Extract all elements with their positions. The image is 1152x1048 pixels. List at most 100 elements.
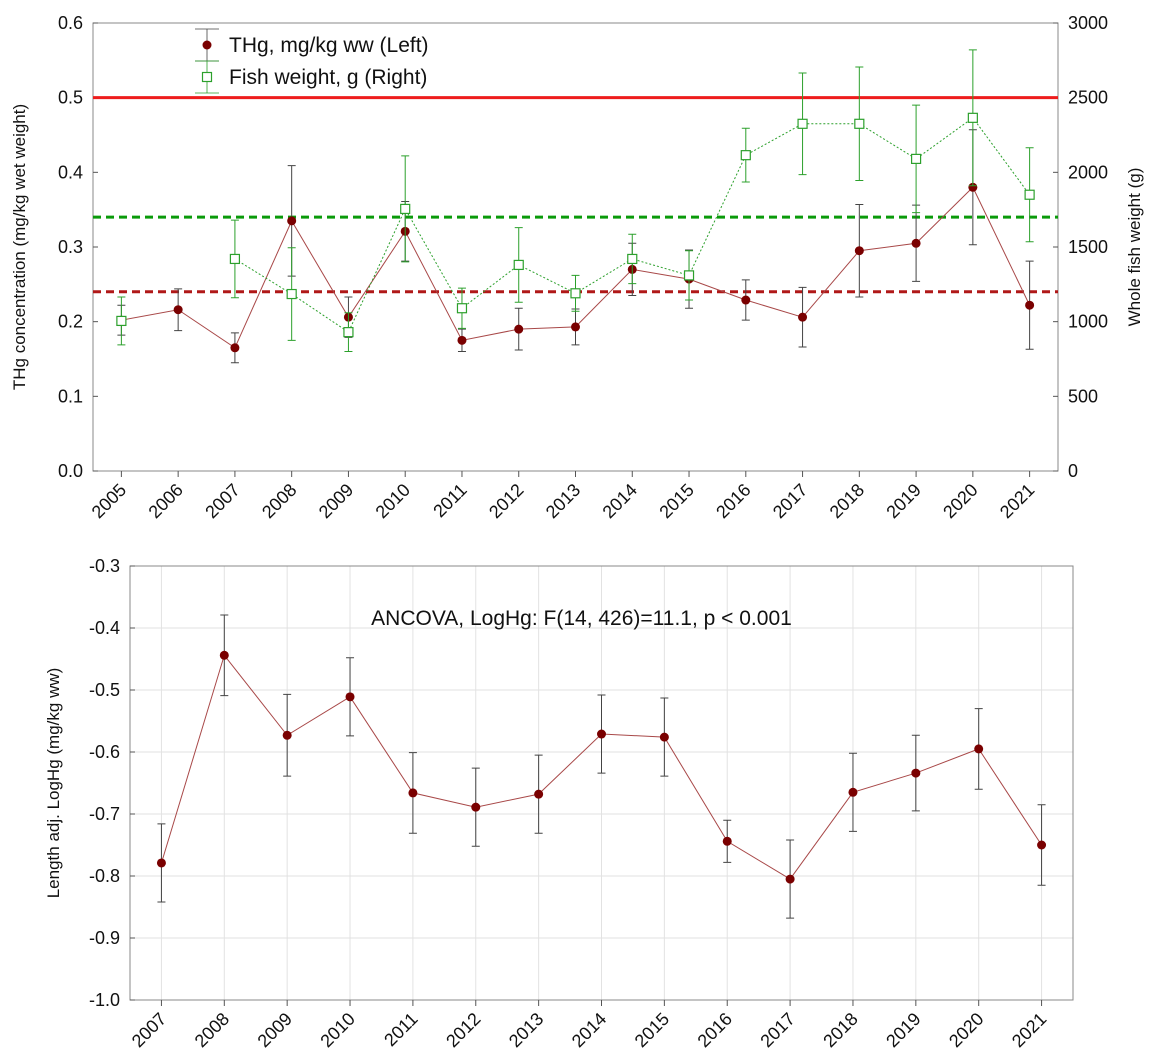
data-point xyxy=(797,118,808,129)
y-tick-label: -0.5 xyxy=(89,680,120,700)
data-point xyxy=(974,744,984,754)
x-tick-label: 2006 xyxy=(145,480,187,522)
x-tick-label: 2005 xyxy=(88,480,130,522)
x-tick-label: 2019 xyxy=(882,1009,924,1048)
data-point xyxy=(722,836,732,846)
x-tick-label: 2007 xyxy=(201,480,243,522)
data-point xyxy=(286,288,297,300)
y2-axis-label: Whole fish weight (g) xyxy=(1125,168,1144,327)
data-point xyxy=(513,259,524,271)
data-point xyxy=(911,768,921,778)
data-point xyxy=(534,789,544,799)
data-point xyxy=(911,238,921,248)
y-tick-label: -1.0 xyxy=(89,990,120,1010)
data-point xyxy=(597,729,606,739)
data-point xyxy=(173,305,183,315)
plot-frame xyxy=(92,22,1059,472)
x-tick-label: 2018 xyxy=(819,1009,861,1048)
y2-tick-label: 2000 xyxy=(1068,162,1108,182)
data-point xyxy=(683,270,695,281)
data-point xyxy=(967,112,978,123)
legend-label: Fish weight, g (Right) xyxy=(229,66,427,89)
data-point xyxy=(848,787,858,797)
data-point xyxy=(659,732,669,742)
data-point xyxy=(282,730,292,740)
y-tick-label: -0.6 xyxy=(89,742,120,762)
x-tick-label: 2009 xyxy=(254,1009,296,1048)
data-point xyxy=(785,874,795,884)
y-tick-label: -0.4 xyxy=(89,618,120,638)
x-tick-label: 2020 xyxy=(945,1009,987,1048)
y-tick-label: -0.3 xyxy=(89,556,120,576)
x-tick-label: 2020 xyxy=(939,480,981,522)
series-line xyxy=(234,117,1031,333)
y-tick-label: -0.7 xyxy=(89,804,120,824)
data-point xyxy=(741,295,751,305)
data-point xyxy=(854,246,864,256)
legend-marker xyxy=(202,40,212,50)
x-tick-label: 2015 xyxy=(655,480,697,522)
data-point xyxy=(156,858,166,868)
x-tick-label: 2018 xyxy=(826,480,868,522)
x-tick-label: 2016 xyxy=(694,1009,736,1048)
y2-tick-label: 3000 xyxy=(1068,13,1108,33)
data-point xyxy=(740,150,751,161)
data-point xyxy=(910,153,922,164)
y-axis-label: THg concentration (mg/kg wet weight) xyxy=(10,104,29,390)
data-point xyxy=(230,343,240,353)
x-tick-label: 2017 xyxy=(756,1009,798,1048)
y-axis-label: Length adj. LogHg (mg/kg ww) xyxy=(44,668,63,899)
x-tick-label: 2013 xyxy=(542,480,584,522)
x-tick-label: 2014 xyxy=(599,480,641,522)
x-tick-label: 2019 xyxy=(882,480,924,522)
data-point xyxy=(798,312,808,322)
x-tick-label: 2009 xyxy=(315,480,357,522)
data-point xyxy=(1037,840,1047,850)
data-point xyxy=(627,253,638,265)
y2-tick-label: 500 xyxy=(1068,386,1098,406)
data-point xyxy=(229,253,241,265)
x-tick-label: 2007 xyxy=(128,1009,170,1048)
data-point xyxy=(219,650,229,660)
data-point xyxy=(408,788,418,798)
data-point xyxy=(514,324,524,334)
data-point xyxy=(116,315,127,327)
x-tick-label: 2016 xyxy=(712,480,754,522)
x-tick-label: 2008 xyxy=(258,480,300,522)
y2-tick-label: 1500 xyxy=(1068,237,1108,257)
x-tick-label: 2013 xyxy=(505,1009,547,1048)
data-point xyxy=(287,216,297,226)
x-tick-label: 2012 xyxy=(485,480,527,522)
y2-tick-label: 2500 xyxy=(1068,88,1108,108)
data-point xyxy=(570,288,581,299)
x-tick-label: 2021 xyxy=(996,480,1038,522)
x-tick-label: 2008 xyxy=(191,1009,233,1048)
y-tick-label: -0.9 xyxy=(89,928,120,948)
y-tick-label: 0.6 xyxy=(58,13,83,33)
y-tick-label: 0.1 xyxy=(58,386,83,406)
data-point xyxy=(571,322,580,332)
data-point xyxy=(1024,189,1035,200)
y-tick-label: 0.4 xyxy=(58,162,83,182)
data-point xyxy=(968,182,978,192)
x-tick-label: 2021 xyxy=(1008,1009,1050,1048)
x-tick-label: 2017 xyxy=(769,480,811,522)
x-tick-label: 2011 xyxy=(429,480,471,522)
y-tick-label: 0.2 xyxy=(58,312,83,332)
data-point xyxy=(471,802,481,812)
y-tick-label: -0.8 xyxy=(89,866,120,886)
data-point xyxy=(343,327,354,338)
data-point xyxy=(457,335,467,345)
y-tick-label: 0.3 xyxy=(58,237,83,257)
x-tick-label: 2012 xyxy=(442,1009,484,1048)
x-tick-label: 2010 xyxy=(316,1009,358,1048)
y2-tick-label: 1000 xyxy=(1068,312,1108,332)
y-tick-label: 0.5 xyxy=(58,88,83,108)
data-point xyxy=(345,692,355,702)
x-tick-label: 2011 xyxy=(380,1009,422,1048)
data-point xyxy=(1025,300,1035,310)
annotation: ANCOVA, LogHg: F(14, 426)=11.1, p < 0.00… xyxy=(371,607,792,630)
data-point xyxy=(854,118,865,129)
